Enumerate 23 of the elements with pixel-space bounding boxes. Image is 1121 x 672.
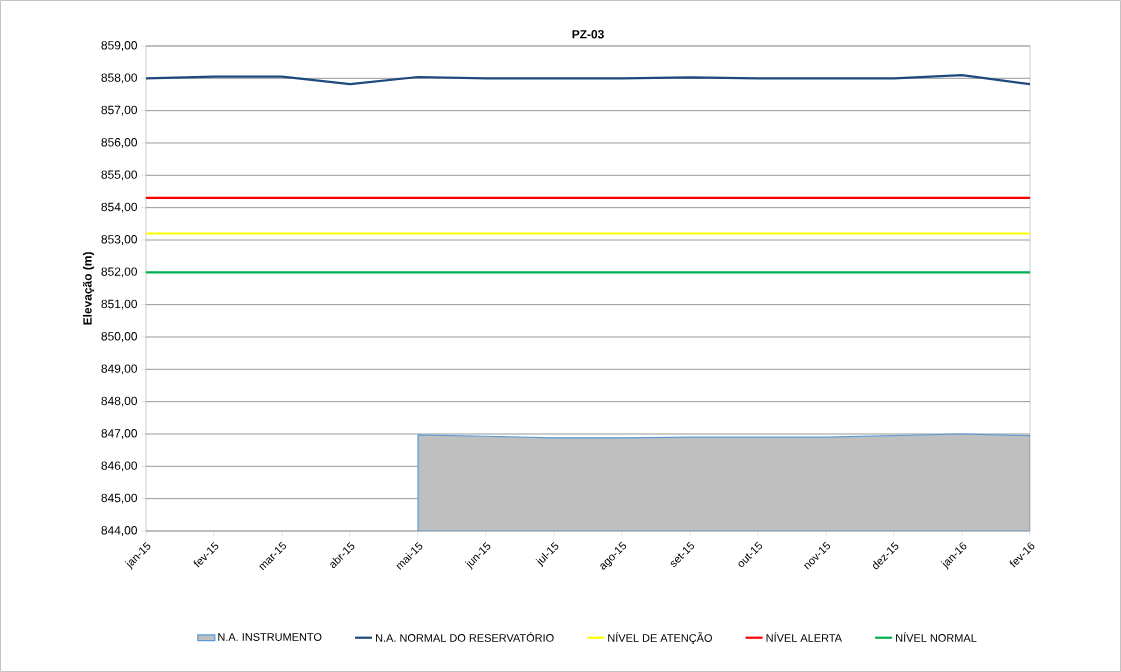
- chart-title: PZ-03: [572, 30, 604, 39]
- y-tick-label: 858,00: [101, 73, 138, 84]
- y-tick-label: 848,00: [101, 396, 138, 407]
- y-tick-label: 847,00: [101, 429, 138, 439]
- y-tick-label: 852,00: [101, 267, 138, 278]
- y-tick-label: 845,00: [101, 493, 138, 504]
- legend-label: NÍVEL DE ATENÇÃO: [608, 632, 712, 645]
- y-tick-label: 846,00: [101, 461, 138, 472]
- y-tick-label: 856,00: [101, 138, 138, 148]
- y-axis-title: Elevação (m): [82, 252, 95, 325]
- y-tick-label: 854,00: [101, 202, 138, 213]
- y-tick-label: 850,00: [101, 332, 138, 342]
- y-tick-label: 853,00: [101, 235, 138, 245]
- legend-label: N.A. INSTRUMENTO: [218, 633, 322, 641]
- y-tick-label: 844,00: [101, 526, 138, 536]
- y-tick-label: 851,00: [101, 299, 138, 310]
- legend-label: NÍVEL NORMAL: [896, 632, 977, 642]
- y-tick-label: 849,00: [101, 364, 138, 375]
- y-tick-label: 859,00: [101, 41, 138, 51]
- legend-label: NÍVEL ALERTA: [766, 632, 842, 642]
- y-tick-label: 857,00: [101, 105, 138, 116]
- legend-label: N.A. NORMAL DO RESERVATÓRIO: [376, 632, 554, 642]
- y-tick-label: 855,00: [101, 170, 138, 181]
